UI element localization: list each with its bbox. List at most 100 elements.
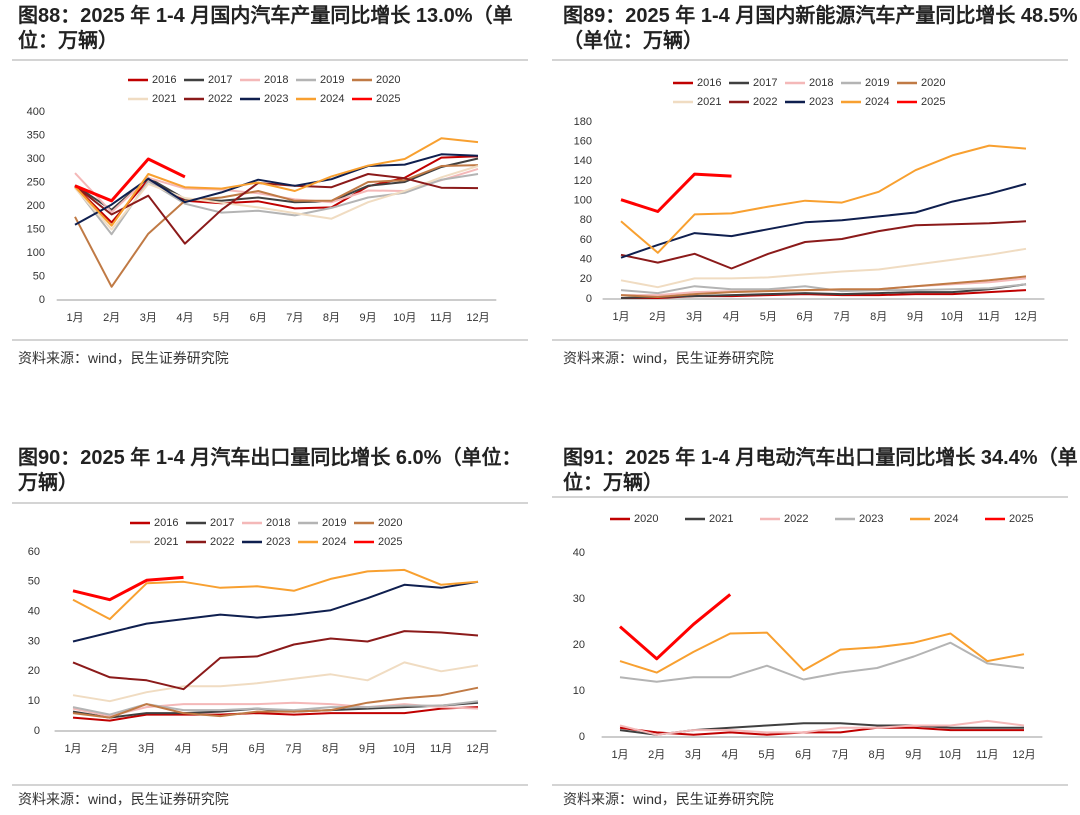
- y-tick-label: 20: [580, 273, 592, 285]
- series-line: [72, 706, 479, 722]
- y-tick-label: 60: [28, 546, 40, 558]
- x-tick-label: 3月: [685, 749, 702, 761]
- x-tick-label: 10月: [941, 311, 964, 323]
- x-tick-label: 4月: [722, 749, 739, 761]
- x-tick-label: 9月: [905, 749, 922, 761]
- series-line: [619, 641, 1025, 683]
- y-tick-label: 20: [28, 665, 40, 677]
- x-tick-label: 6月: [250, 312, 267, 324]
- legend-label: 2024: [865, 96, 889, 108]
- legend-label: 2016: [152, 74, 176, 86]
- series-line: [72, 580, 479, 643]
- x-tick-label: 7月: [286, 312, 303, 324]
- series-line: [619, 719, 1025, 736]
- y-tick-label: 300: [27, 153, 45, 165]
- legend-label: 2016: [697, 77, 721, 89]
- series-line: [620, 182, 1027, 259]
- legend-label: 2020: [634, 513, 658, 525]
- x-tick-label: 12月: [466, 743, 489, 755]
- y-tick-label: 150: [27, 223, 45, 235]
- y-tick-label: 0: [34, 725, 40, 737]
- legend-label: 2018: [266, 517, 290, 529]
- legend-label: 2022: [208, 93, 232, 105]
- x-tick-label: 2月: [648, 749, 665, 761]
- series-line: [74, 155, 479, 224]
- y-tick-label: 140: [574, 155, 592, 167]
- x-tick-label: 4月: [176, 312, 193, 324]
- x-tick-label: 10月: [393, 743, 416, 755]
- x-tick-label: 8月: [323, 312, 340, 324]
- legend-label: 2020: [376, 74, 400, 86]
- series-line: [74, 137, 479, 227]
- series-line: [620, 144, 1027, 254]
- legend-label: 2025: [376, 93, 400, 105]
- y-tick-label: 60: [580, 234, 592, 246]
- legend-label: 2024: [934, 513, 958, 525]
- y-tick-label: 0: [579, 731, 585, 743]
- x-tick-label: 3月: [138, 743, 155, 755]
- y-tick-label: 350: [27, 129, 45, 141]
- series-line: [72, 575, 184, 602]
- y-tick-label: 40: [573, 547, 585, 559]
- series-line: [620, 172, 732, 213]
- y-tick-label: 180: [574, 116, 592, 128]
- legend-label: 2017: [210, 517, 234, 529]
- y-tick-label: 160: [574, 136, 592, 148]
- series-line: [74, 157, 186, 203]
- x-tick-label: 11月: [978, 311, 1000, 323]
- legend-label: 2023: [809, 96, 833, 108]
- x-tick-label: 9月: [907, 311, 924, 323]
- series-line: [619, 593, 732, 661]
- legend-label: 2023: [266, 536, 290, 548]
- x-tick-label: 2月: [649, 311, 666, 323]
- x-tick-label: 9月: [360, 312, 377, 324]
- legend-label: 2017: [208, 74, 232, 86]
- series-line: [74, 173, 479, 245]
- y-tick-label: 120: [574, 175, 592, 187]
- chart-title: 图90：2025 年 1-4 月汽车出口量同比增长 6.0%（单位：万辆）: [18, 447, 522, 494]
- y-tick-label: 10: [28, 695, 40, 707]
- x-tick-label: 11月: [430, 312, 452, 324]
- legend-label: 2021: [697, 96, 721, 108]
- legend-label: 2022: [210, 536, 234, 548]
- series-line: [620, 247, 1027, 289]
- y-tick-label: 200: [27, 200, 45, 212]
- source-note: 资料来源：wind，民生证券研究院: [18, 791, 229, 807]
- y-tick-label: 30: [28, 635, 40, 647]
- chart-title: 图88：2025 年 1-4 月国内汽车产量同比增长 13.0%（单位：万辆）: [18, 5, 513, 52]
- x-tick-label: 1月: [611, 749, 628, 761]
- legend-label: 2023: [859, 513, 883, 525]
- x-tick-label: 10月: [939, 749, 962, 761]
- legend-label: 2021: [709, 513, 733, 525]
- series-line: [72, 661, 479, 703]
- y-tick-label: 100: [574, 195, 592, 207]
- x-tick-label: 2月: [101, 743, 118, 755]
- legend-label: 2025: [1009, 513, 1033, 525]
- x-tick-label: 6月: [797, 311, 814, 323]
- series-line: [620, 275, 1027, 298]
- series-line: [72, 568, 479, 621]
- x-tick-label: 12月: [466, 312, 489, 324]
- x-tick-label: 6月: [249, 743, 266, 755]
- y-tick-label: 80: [580, 214, 592, 226]
- legend-label: 2023: [264, 93, 288, 105]
- legend-label: 2025: [378, 536, 402, 548]
- x-tick-label: 1月: [612, 311, 629, 323]
- series-line: [620, 220, 1027, 270]
- series-line: [72, 630, 479, 691]
- y-tick-label: 40: [580, 254, 592, 266]
- y-tick-label: 10: [573, 685, 585, 697]
- y-tick-label: 0: [39, 294, 45, 306]
- x-tick-label: 7月: [285, 743, 302, 755]
- x-tick-label: 3月: [686, 311, 703, 323]
- y-tick-label: 50: [33, 270, 45, 282]
- x-tick-label: 1月: [66, 312, 83, 324]
- legend-label: 2021: [154, 536, 178, 548]
- series-line: [74, 165, 479, 231]
- y-tick-label: 100: [27, 247, 45, 259]
- legend-label: 2016: [154, 517, 178, 529]
- legend-label: 2018: [809, 77, 833, 89]
- x-tick-label: 6月: [795, 749, 812, 761]
- y-tick-label: 40: [28, 606, 40, 618]
